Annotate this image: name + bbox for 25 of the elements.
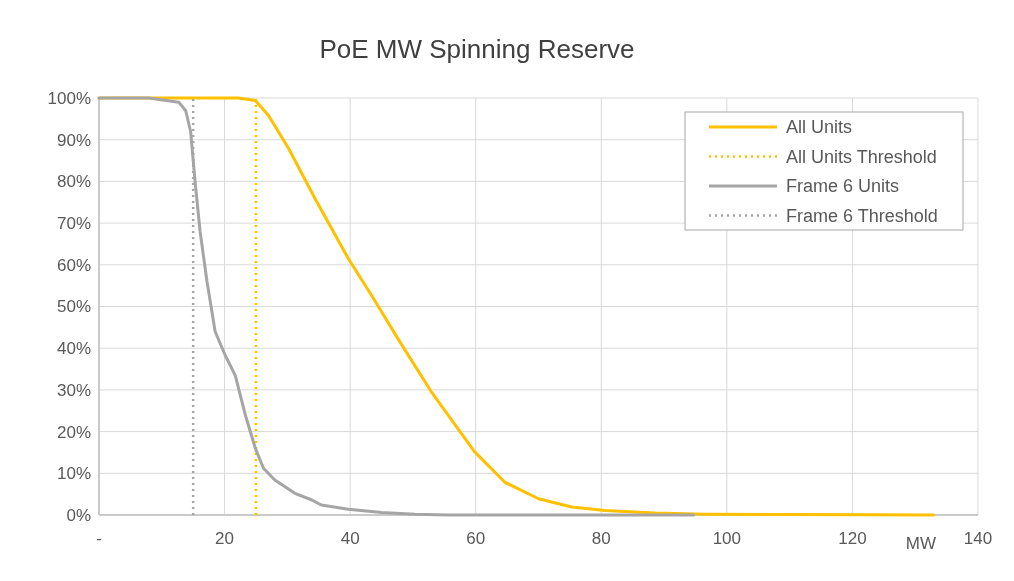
x-tick-label: - <box>96 529 102 548</box>
y-tick-label: 0% <box>66 505 91 525</box>
legend-label: All Units <box>786 117 853 138</box>
legend-label: Frame 6 Threshold <box>786 205 938 226</box>
x-tick-label: 120 <box>838 529 867 548</box>
y-tick-label: 20% <box>56 422 91 442</box>
y-tick-label: 30% <box>56 380 91 400</box>
legend-label: Frame 6 Units <box>786 176 900 197</box>
y-tick-label: 10% <box>56 464 91 484</box>
x-axis-title: MW <box>905 534 936 553</box>
y-tick-label: 50% <box>56 297 91 317</box>
x-tick-label: 80 <box>591 529 611 548</box>
x-tick-label: 20 <box>215 529 235 548</box>
y-tick-label: 90% <box>56 130 91 150</box>
y-tick-label: 40% <box>56 339 91 359</box>
x-tick-label: 100 <box>712 529 742 548</box>
y-tick-label: 70% <box>56 214 91 234</box>
y-tick-label: 80% <box>56 172 91 192</box>
x-tick-label: 140 <box>963 529 993 548</box>
x-tick-label: 60 <box>466 529 486 548</box>
chart-title: PoE MW Spinning Reserve <box>319 34 635 64</box>
legend-label: All Units Threshold <box>786 146 937 167</box>
x-tick-label: 40 <box>340 529 360 548</box>
y-tick-label: 100% <box>47 88 91 108</box>
y-tick-label: 60% <box>56 255 91 275</box>
